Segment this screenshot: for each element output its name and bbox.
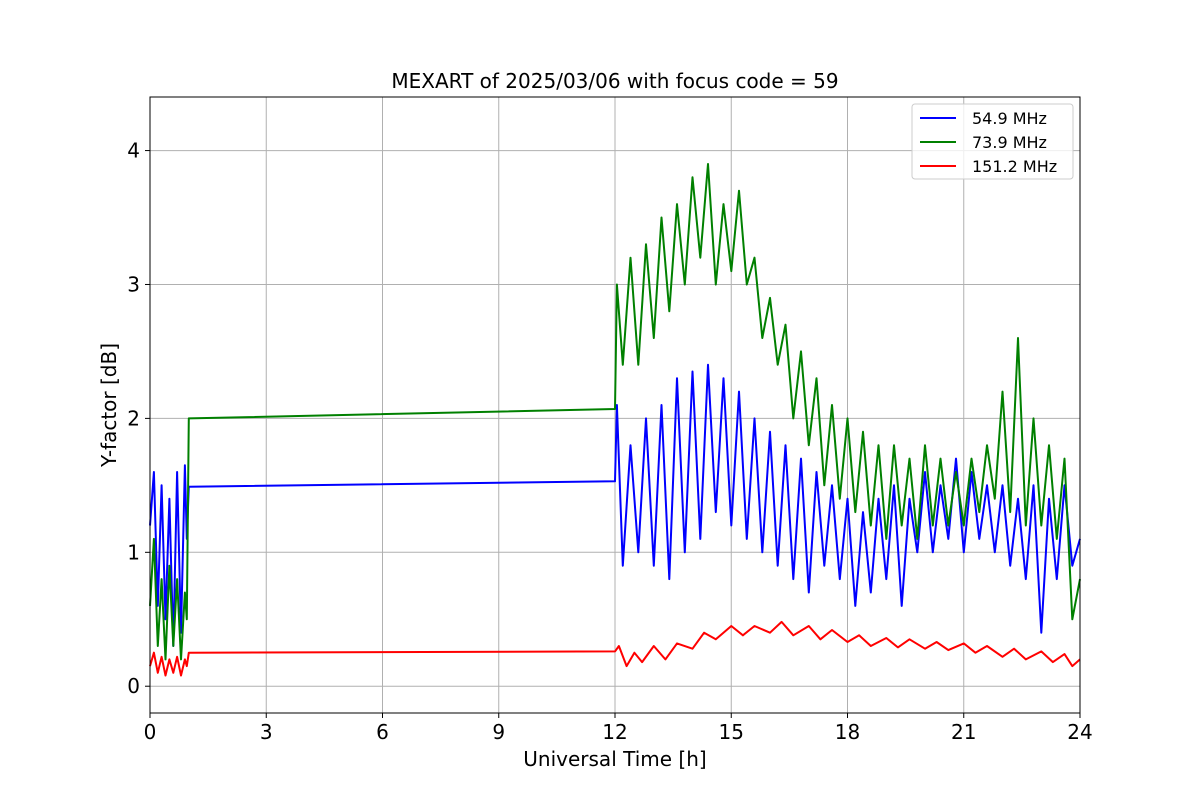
y-axis-label: Y-factor [dB] [97, 343, 121, 468]
series-line-2 [149, 620, 1081, 677]
x-tick-label: 0 [144, 720, 157, 744]
x-tick-label: 12 [602, 720, 627, 744]
series-line-0 [149, 363, 1081, 647]
legend-box [911, 103, 1074, 180]
legend-label: 151.2 MHz [972, 157, 1057, 176]
legend: 54.9 MHz 73.9 MHz 151.2 MHz [911, 103, 1074, 180]
y-tick-label: 4 [127, 139, 140, 163]
y-tick-label: 2 [127, 406, 140, 430]
x-tick-label: 3 [260, 720, 273, 744]
series-layer [149, 163, 1081, 677]
x-tick-label: 15 [719, 720, 744, 744]
chart-title: MEXART of 2025/03/06 with focus code = 5… [391, 69, 838, 93]
legend-label: 73.9 MHz [972, 133, 1047, 152]
series-line-1 [149, 163, 1081, 661]
x-axis-label: Universal Time [h] [523, 747, 706, 771]
x-tick-label: 18 [835, 720, 860, 744]
x-tick-label: 21 [951, 720, 976, 744]
x-tick-label: 6 [376, 720, 389, 744]
y-tick-label: 3 [127, 272, 140, 296]
y-tick-label: 0 [127, 674, 140, 698]
x-tick-label: 24 [1067, 720, 1092, 744]
y-tick-label: 1 [127, 540, 140, 564]
x-tick-label: 9 [492, 720, 505, 744]
legend-label: 54.9 MHz [972, 109, 1047, 128]
